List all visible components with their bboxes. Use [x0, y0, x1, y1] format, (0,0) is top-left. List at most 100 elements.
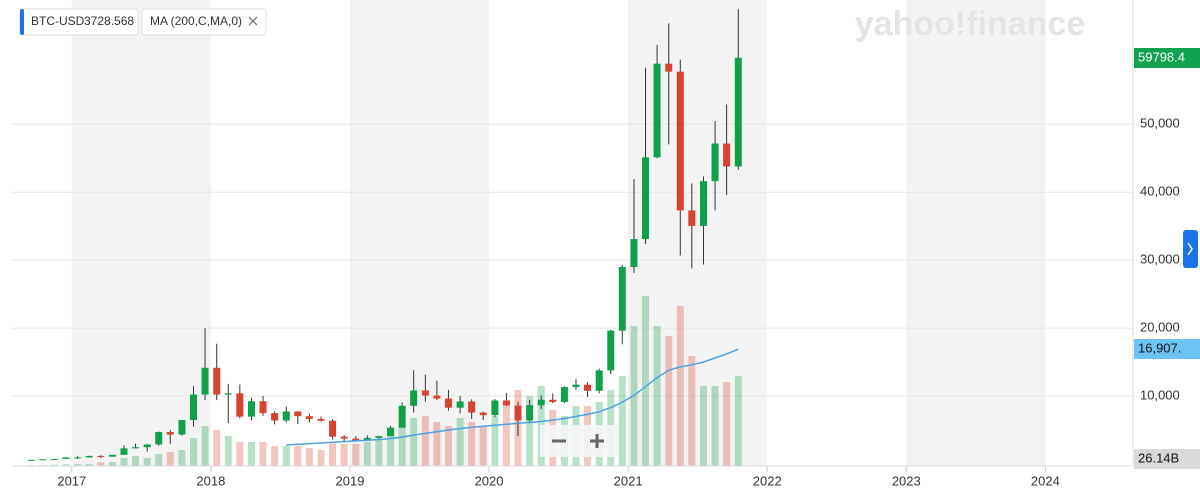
candle-body [468, 401, 476, 413]
volume-bar [120, 458, 128, 466]
candle-body [247, 401, 255, 417]
candle-body [514, 405, 522, 421]
candle-body [387, 427, 395, 437]
candle-body [642, 157, 650, 240]
volume-bar [491, 416, 499, 466]
volume-bar [305, 448, 313, 466]
volume-bar [653, 326, 661, 466]
volume-bar [526, 396, 534, 466]
volume-bar [108, 462, 116, 466]
watermark: yahoo!finance [855, 5, 1085, 43]
ma [286, 348, 739, 446]
candle-body [155, 432, 163, 445]
year-band [906, 0, 1046, 466]
x-tick-label: 2017 [57, 473, 86, 488]
y-tick-label: 10,000 [1140, 387, 1180, 402]
volume-bar [711, 386, 719, 466]
candle-body [340, 436, 348, 439]
candle-body [190, 394, 198, 421]
candle-body [329, 420, 337, 437]
candle-body [444, 398, 452, 408]
volume-bar [618, 376, 626, 466]
volume-bar [676, 306, 684, 466]
candle-body [723, 143, 731, 167]
candle-body [271, 413, 279, 421]
chevron [1187, 242, 1193, 256]
volume-bar [190, 438, 198, 466]
volume-bar [143, 458, 151, 466]
volume-bar [410, 418, 418, 466]
volume-bar [665, 336, 673, 466]
candle-body [201, 367, 209, 395]
volume-bar [456, 418, 464, 466]
ma-tag: 16,907. [1138, 340, 1181, 355]
volume-bar [271, 446, 279, 466]
year-band [71, 0, 211, 466]
volume-bar [50, 464, 58, 466]
candle-body [27, 459, 35, 461]
candle-body [456, 401, 464, 408]
volume-bar [433, 422, 441, 466]
candle-body [595, 370, 603, 391]
volume-bar [155, 454, 163, 466]
volume-bar [329, 442, 337, 466]
indicator-chip[interactable] [141, 8, 267, 36]
symbol: BTC-USD [31, 14, 85, 28]
volume-bar [74, 464, 82, 466]
volume-bar [282, 446, 290, 466]
price-tag: 59798.4 [1138, 49, 1185, 64]
candle-body [62, 457, 70, 459]
volume-bar [224, 436, 232, 466]
candle-body [653, 63, 661, 158]
candle-body [479, 412, 487, 416]
volume-bar [700, 386, 708, 466]
candle-body [526, 405, 534, 421]
candles [27, 9, 742, 461]
candle-body [491, 400, 499, 416]
volume-bar [688, 356, 696, 466]
volume-tag-box [1134, 449, 1200, 469]
candle-body [630, 239, 638, 267]
candle-body [143, 444, 151, 448]
zoom-box [540, 425, 618, 457]
volume-bar [247, 442, 255, 466]
symbol-marker [20, 9, 24, 35]
candle-body [549, 399, 557, 402]
candle-body [584, 384, 592, 391]
candle-body [236, 393, 244, 417]
volume-bar [502, 406, 510, 466]
x-tick-label: 2021 [614, 473, 643, 488]
volume-bar [294, 446, 302, 466]
candle-body [537, 399, 545, 406]
x-tick-label: 2020 [475, 473, 504, 488]
volume-bar [62, 464, 70, 466]
volume-bar [213, 430, 221, 466]
volume-bar [317, 450, 325, 466]
x-tick-label: 2023 [892, 473, 921, 488]
close-icon[interactable] [248, 16, 258, 26]
volume-bar [132, 456, 140, 466]
price-tag-box [1134, 48, 1200, 68]
zoom-in[interactable] [590, 434, 604, 448]
y-tick-label: 30,000 [1140, 252, 1180, 267]
candle-body [97, 455, 105, 457]
candle-body [688, 210, 696, 226]
candle-body [213, 367, 221, 395]
year-bands [71, 0, 1046, 466]
volume-bar [166, 452, 174, 466]
candle-body [560, 387, 568, 402]
candle-body [398, 405, 406, 428]
volume-bar [734, 376, 742, 466]
candle-body [572, 384, 580, 388]
symbol-value: 3728.568 [84, 14, 134, 28]
candle-body [259, 401, 267, 414]
x-tick-label: 2022 [753, 473, 782, 488]
side-panel-toggle[interactable] [1183, 230, 1198, 268]
volume-bar [468, 422, 476, 466]
volume-bar [201, 426, 209, 466]
candle-body [502, 400, 510, 406]
candle-body [421, 390, 429, 396]
candle-body [700, 181, 708, 226]
